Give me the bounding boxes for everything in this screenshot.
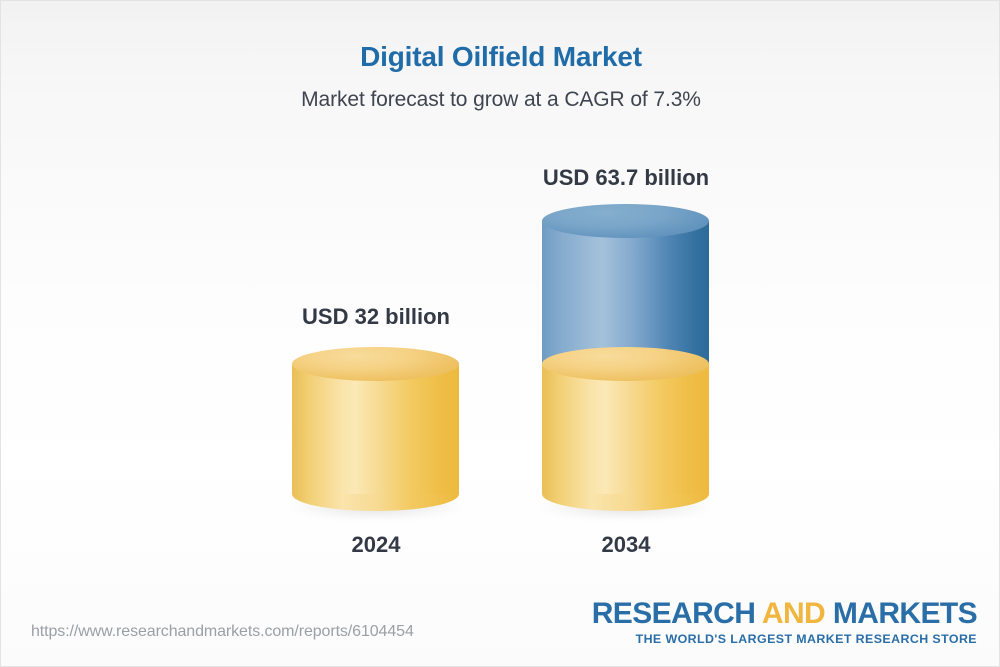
brand-logo-wordmark: RESEARCH AND MARKETS [591, 597, 978, 630]
bar-value-label-2034: USD 63.7 billion [542, 165, 710, 190]
brand-logo-word-and: AND [761, 597, 826, 630]
brand-logo[interactable]: RESEARCH AND MARKETS THE WORLD'S LARGEST… [591, 597, 978, 646]
bar-top-ellipse-2024 [292, 347, 459, 381]
chart-title: Digital Oilfield Market [360, 41, 642, 72]
bar-top-ellipse-2034 [542, 204, 709, 238]
bar-cylinder-2024[interactable] [287, 347, 464, 520]
bar-body-lower-2034 [542, 364, 709, 494]
bar-body-2024 [292, 364, 459, 494]
bar-segment-divider-ellipse-2034 [542, 347, 709, 381]
report-url[interactable]: https://www.researchandmarkets.com/repor… [31, 623, 414, 640]
bar-cylinder-2034[interactable] [537, 204, 714, 520]
bar-value-label-2024: USD 32 billion [302, 304, 450, 329]
bar-category-label-2024: 2024 [351, 532, 401, 557]
brand-logo-word-markets: MARKETS [832, 597, 978, 630]
brand-logo-tagline: THE WORLD'S LARGEST MARKET RESEARCH STOR… [635, 632, 977, 646]
bar-category-label-2034: 2034 [601, 532, 651, 557]
brand-logo-word-research: RESEARCH [591, 597, 756, 630]
bar-body-upper-2034 [542, 221, 709, 364]
chart-subtitle: Market forecast to grow at a CAGR of 7.3… [301, 88, 701, 111]
